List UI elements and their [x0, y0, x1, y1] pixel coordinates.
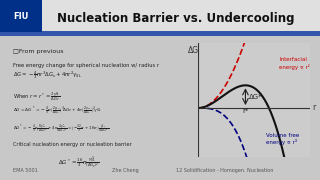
Text: $\Delta G = \Delta G^* = -\frac{4}{3}\pi\left(\frac{2\gamma_{SL}}{\Delta G_v}\ri: $\Delta G = \Delta G^* = -\frac{4}{3}\pi…: [13, 104, 101, 117]
Bar: [0, 0, 320, 32]
Text: Nucleation Barrier vs. Undercooling: Nucleation Barrier vs. Undercooling: [57, 12, 295, 25]
Text: $\Delta G^* = -\frac{4}{3}\pi\frac{8\gamma_{SL}^3}{(\Delta G_v)^3} + 4\pi\frac{4: $\Delta G^* = -\frac{4}{3}\pi\frac{8\gam…: [13, 122, 109, 135]
Text: FIU: FIU: [13, 12, 28, 21]
Text: r*: r*: [242, 108, 249, 114]
Bar: [0, 31, 320, 36]
Text: Free energy change for spherical nucleation w/ radius r
$\Delta G = -\frac{4}{3}: Free energy change for spherical nucleat…: [13, 63, 159, 81]
Text: Critical nucleation energy or nucleation barrier: Critical nucleation energy or nucleation…: [13, 142, 132, 147]
Text: When $r = r^* = \frac{2\gamma_{SL}}{\Delta G_v}$: When $r = r^* = \frac{2\gamma_{SL}}{\Del…: [13, 90, 60, 103]
Text: r: r: [313, 103, 316, 112]
Text: Interfacial
energy ∝ r²: Interfacial energy ∝ r²: [279, 57, 310, 70]
Text: □From previous: □From previous: [13, 49, 63, 54]
Text: ΔG: ΔG: [188, 46, 199, 55]
Text: ΔG*: ΔG*: [249, 94, 262, 100]
Text: Volume free
energy ∝ r³: Volume free energy ∝ r³: [266, 132, 299, 145]
Text: 12 Solidification - Homogen. Nucleation: 12 Solidification - Homogen. Nucleation: [176, 168, 273, 173]
Bar: [0, 0, 42, 32]
Text: $\Delta G^* = \frac{16}{3}\pi\frac{\gamma_{SL}^3}{(\Delta G_v)^2}$: $\Delta G^* = \frac{16}{3}\pi\frac{\gamm…: [58, 155, 100, 171]
Text: EMA 5001: EMA 5001: [13, 168, 37, 173]
Text: Zhe Cheng: Zhe Cheng: [112, 168, 139, 173]
